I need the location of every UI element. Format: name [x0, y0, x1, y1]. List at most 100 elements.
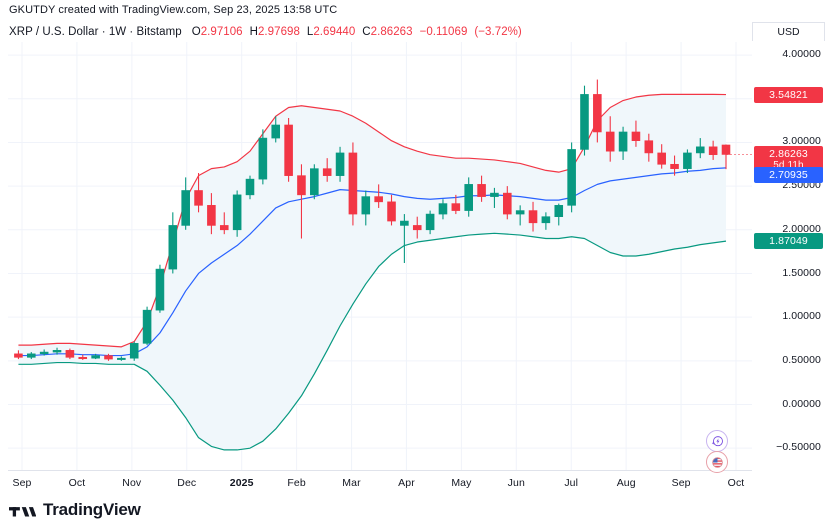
ohlc-close-value: 2.86263 [370, 26, 413, 38]
candle [400, 214, 409, 263]
candle [14, 350, 23, 360]
candle [232, 190, 242, 237]
currency-header: USD [752, 22, 825, 41]
time-tick: Mar [342, 477, 361, 489]
candle [670, 155, 679, 176]
candle [245, 175, 255, 200]
candle [271, 116, 281, 143]
candle [387, 194, 396, 226]
lightning-badge-icon[interactable] [706, 430, 728, 452]
ohlc-open-key: O2.97106 [191, 26, 243, 38]
candle [657, 144, 666, 169]
candle [91, 353, 100, 360]
candle [425, 210, 435, 235]
price-tick: 0.00000 [782, 397, 821, 410]
change-percent: (−3.72%) [474, 26, 522, 38]
ohlc-low-value: 2.69440 [313, 26, 356, 38]
time-tick: Sep [671, 477, 691, 489]
candle [708, 140, 718, 160]
price-tick: 1.00000 [782, 310, 821, 323]
candle [27, 352, 36, 360]
candle [219, 212, 229, 235]
basis-price-label[interactable]: 2.70935 [754, 166, 823, 183]
candle [438, 199, 448, 220]
candle [528, 201, 538, 232]
chart-legend: XRP / U.S. Dollar · 1W · Bitstamp O2.9710… [9, 26, 522, 38]
candle [554, 203, 564, 226]
candle [412, 216, 422, 239]
candle [631, 120, 641, 147]
candlestick-svg [8, 42, 752, 470]
candle [618, 126, 628, 160]
price-tick: −0.50000 [776, 441, 821, 454]
upper-band-price-label[interactable]: 3.54821 [754, 86, 823, 103]
candle [477, 175, 486, 202]
basis-price-value: 2.70935 [769, 168, 808, 181]
last-price-value: 2.86263 [769, 148, 808, 161]
candle [361, 190, 371, 226]
candle [580, 85, 589, 156]
lower-band-price-value: 1.87049 [769, 235, 808, 248]
candle [644, 133, 654, 162]
time-axis[interactable]: Sep Oct Nov Dec 2025 Feb Mar Apr May Jun Jul Aug Sep… [8, 470, 752, 495]
candle [683, 149, 692, 174]
candle [155, 264, 165, 313]
candle [181, 177, 190, 230]
upper-band-price-value: 3.54821 [769, 88, 808, 101]
candle [515, 205, 525, 226]
time-tick: Sep [12, 477, 32, 489]
ohlc-close-key: C2.86263 [362, 26, 413, 38]
time-tick: Nov [122, 477, 142, 489]
time-tick: Jun [507, 477, 525, 489]
candle [451, 194, 461, 215]
change-absolute: −0.11069 [419, 26, 468, 38]
bar-countdown-label: 5d 11h [773, 160, 804, 172]
candle [65, 348, 75, 360]
time-tick: Feb [287, 477, 306, 489]
lower-band-price-label[interactable]: 1.87049 [754, 233, 823, 250]
candle [258, 129, 268, 185]
candle [52, 347, 62, 355]
candle [464, 177, 473, 217]
price-tick: 4.00000 [782, 48, 821, 61]
candle [117, 356, 126, 361]
time-tick: 2025 [229, 477, 254, 489]
candle [348, 142, 358, 226]
candle [129, 341, 139, 361]
candle [78, 354, 88, 360]
candle [142, 306, 152, 346]
ohlc-high-value: 2.97698 [257, 26, 300, 38]
candle [207, 193, 216, 235]
ohlc-low-key: L2.69440 [306, 26, 356, 38]
candle [490, 187, 499, 208]
us-flag-badge-icon[interactable] [706, 451, 728, 473]
time-tick: Dec [177, 477, 197, 489]
candle [39, 349, 49, 356]
candle [593, 79, 602, 143]
time-tick: May [451, 477, 472, 489]
candle [194, 173, 203, 213]
candle [297, 164, 306, 239]
time-tick: Jul [564, 477, 579, 489]
symbol-label[interactable]: XRP / U.S. Dollar · 1W · Bitstamp [9, 26, 182, 38]
price-tick: 3.00000 [782, 135, 821, 148]
time-tick: Oct [68, 477, 86, 489]
candle [541, 212, 551, 230]
candle [374, 184, 383, 208]
candle [335, 146, 345, 182]
attribution-text: GKUTDY created with TradingView.com, Sep… [9, 4, 338, 16]
ohlc-high-key: H2.97698 [249, 26, 300, 38]
candle [503, 186, 512, 220]
candle [695, 138, 705, 159]
price-tick: 1.50000 [782, 266, 821, 279]
chart-plot-area[interactable] [8, 42, 752, 470]
price-axis[interactable]: 4.000003.500003.000002.500002.000001.500… [752, 42, 825, 470]
tradingview-logo-icon [9, 506, 36, 516]
time-tick: Oct [727, 477, 745, 489]
candle [168, 212, 178, 274]
time-tick: Aug [616, 477, 636, 489]
candle [310, 164, 319, 200]
chart-badges [706, 430, 732, 474]
candle [322, 158, 332, 182]
